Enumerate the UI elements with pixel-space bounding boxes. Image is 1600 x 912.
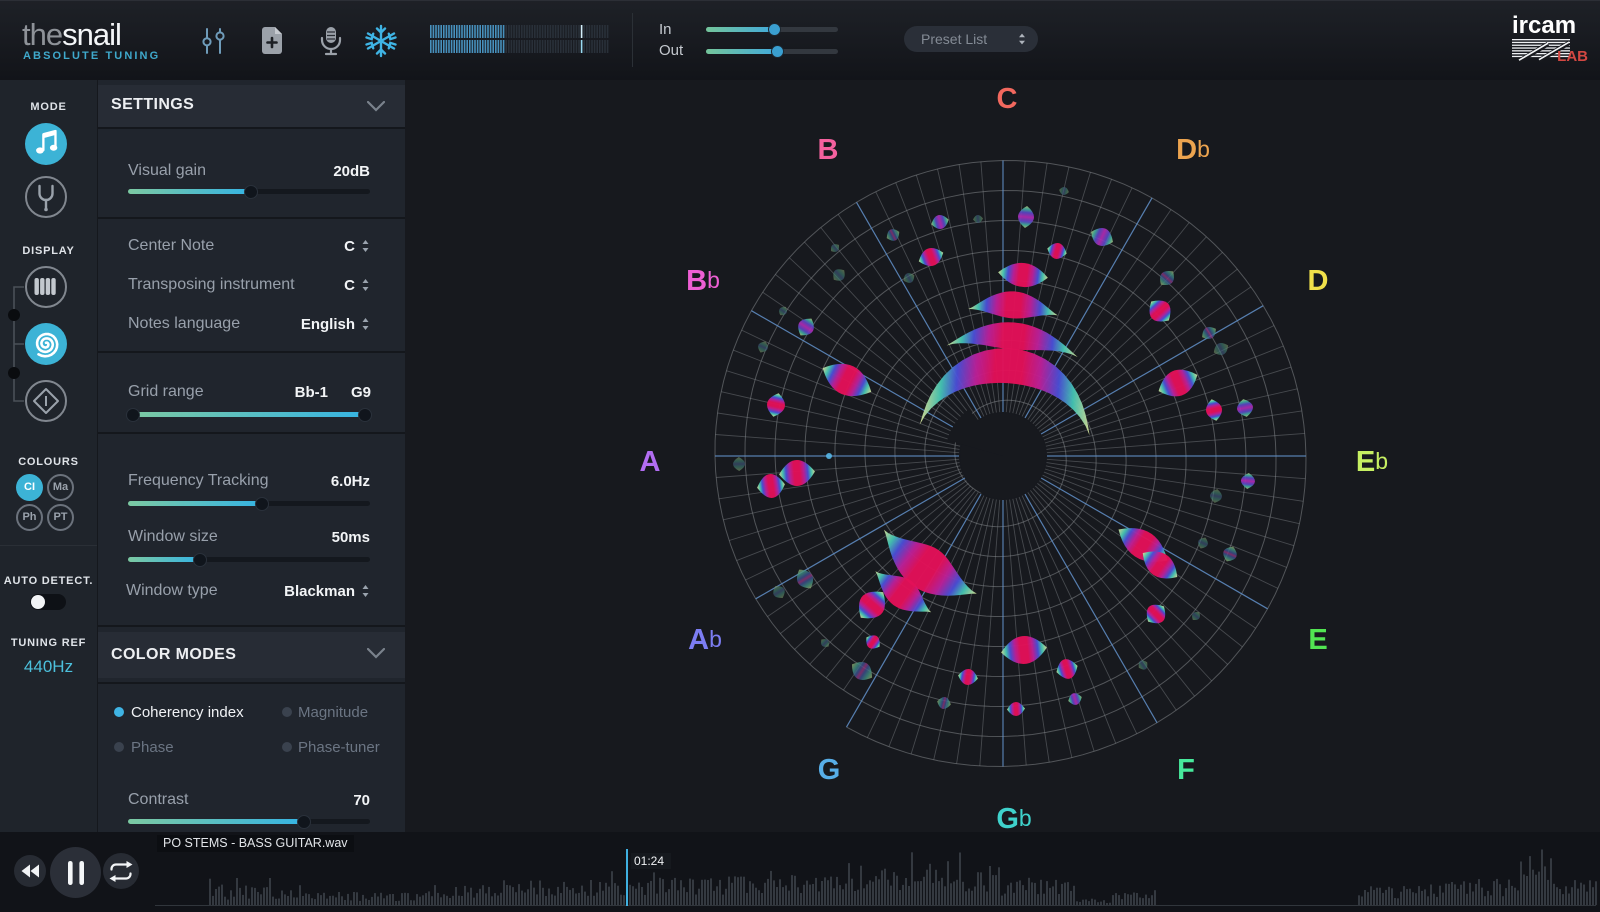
svg-text:Eb: Eb	[1356, 446, 1388, 478]
svg-text:E: E	[1308, 624, 1327, 656]
svg-text:Gb: Gb	[996, 803, 1031, 832]
svg-text:A: A	[640, 446, 661, 478]
svg-text:Bb: Bb	[686, 265, 720, 297]
svg-text:G: G	[818, 754, 841, 786]
svg-text:D: D	[1308, 265, 1329, 297]
svg-text:Db: Db	[1176, 134, 1210, 166]
svg-text:F: F	[1177, 754, 1195, 786]
svg-text:Ab: Ab	[688, 624, 722, 656]
svg-text:C: C	[997, 83, 1018, 115]
svg-text:B: B	[818, 134, 839, 166]
